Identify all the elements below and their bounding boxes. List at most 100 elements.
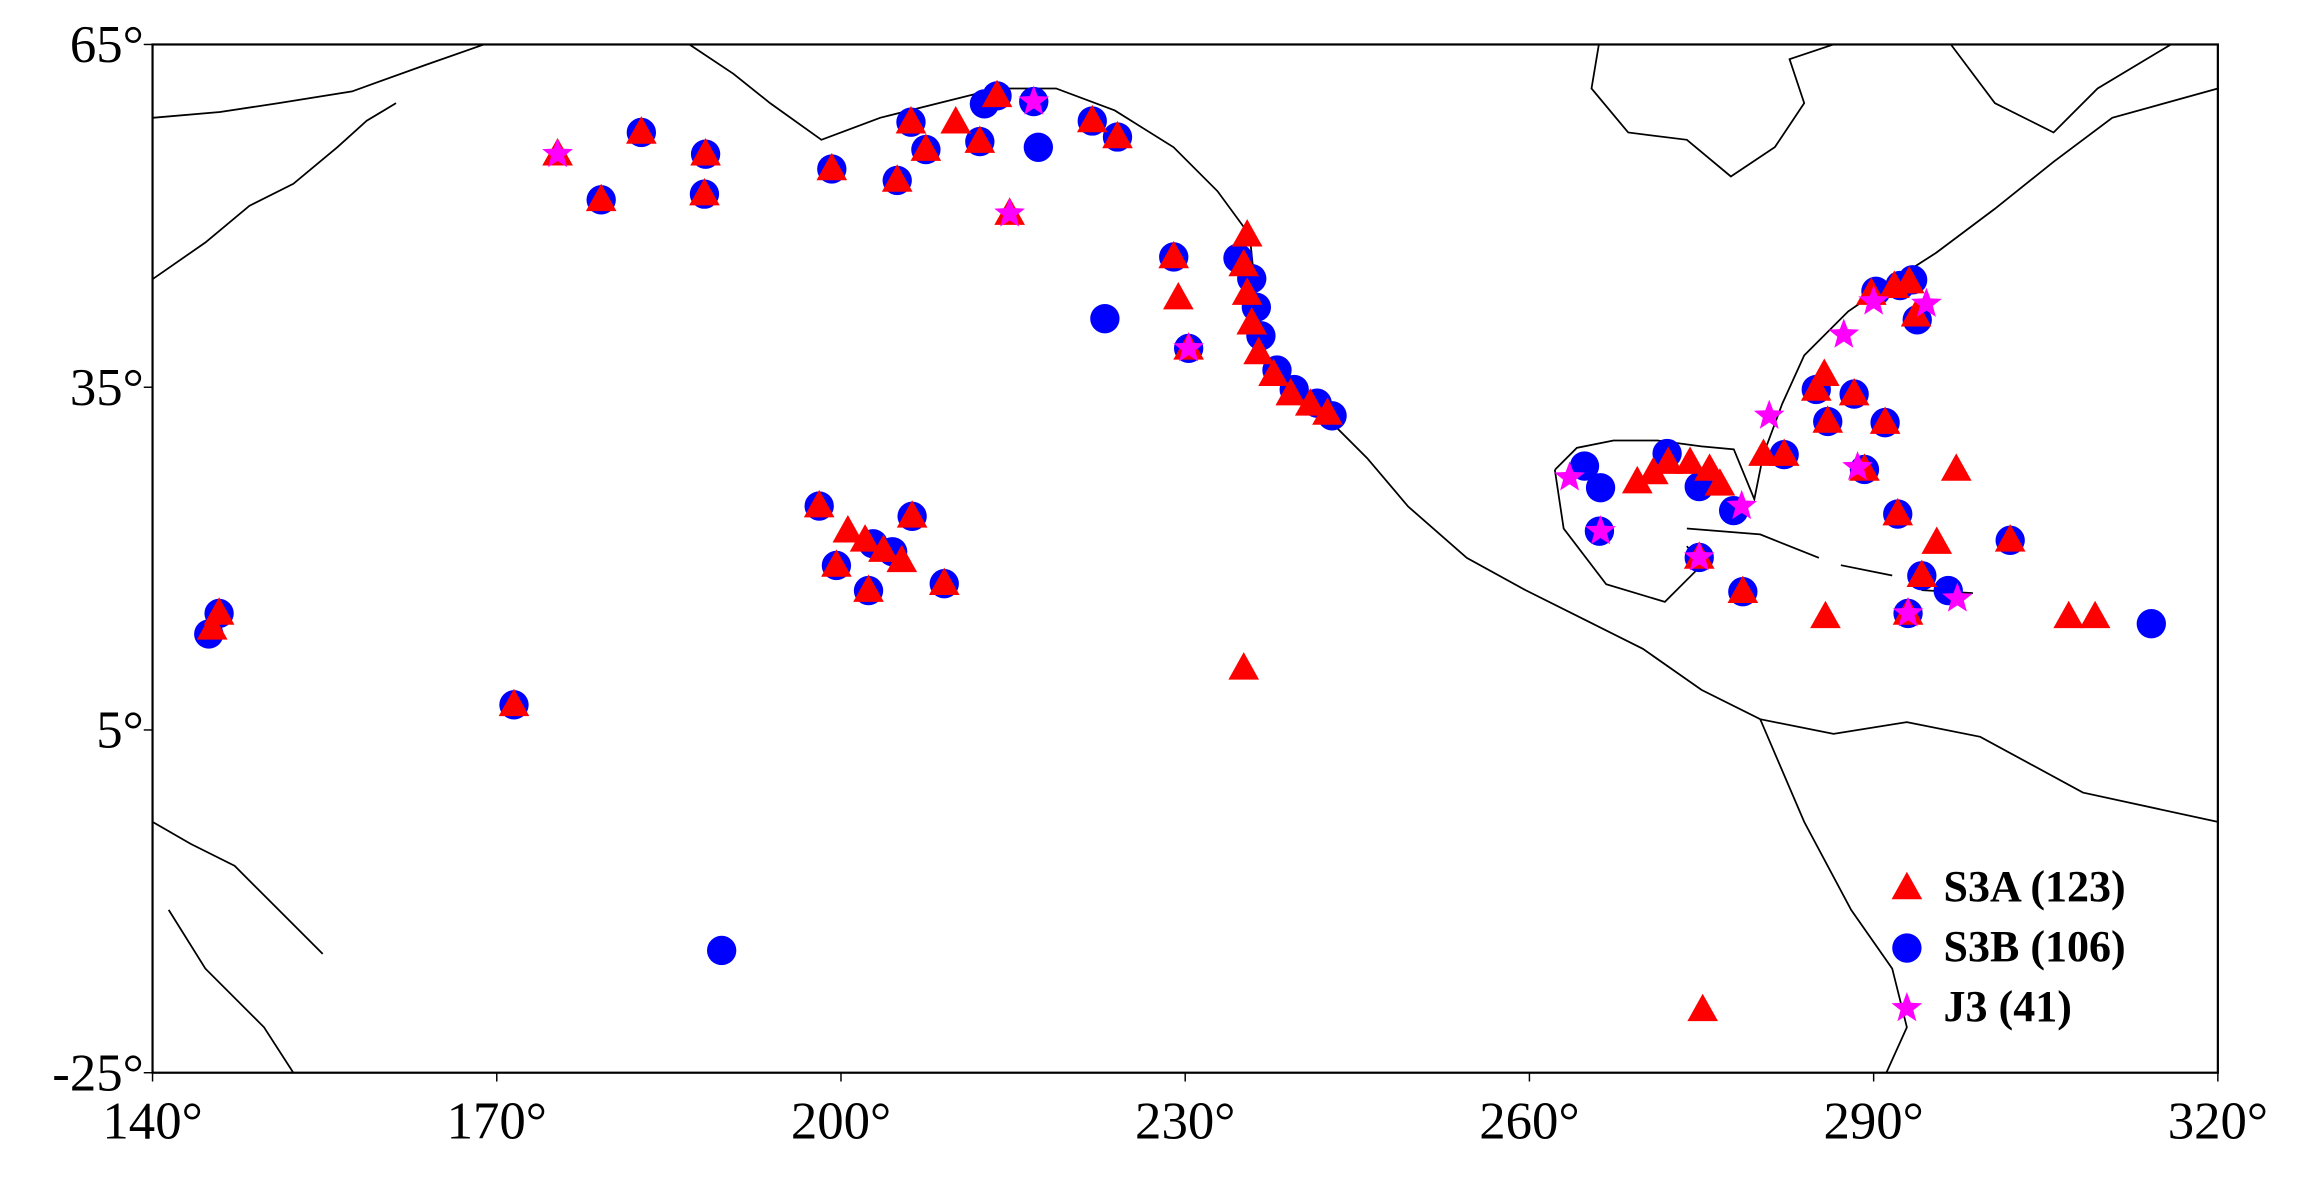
x-tick-label: 290° [1823,1093,1923,1151]
triangle-marker [1621,465,1653,494]
star-marker [1683,541,1715,571]
star-marker [1726,489,1758,520]
star-marker [1173,332,1204,362]
triangle-marker [1236,307,1268,335]
triangle-marker [881,164,913,192]
series-points [194,81,2166,966]
star-marker [1858,285,1889,315]
triangle-marker [2079,600,2111,629]
triangle-marker [1800,373,1832,401]
coastline [152,43,485,119]
triangle-marker [1158,240,1190,269]
series-points [196,79,2111,1022]
triangle-marker [910,133,942,161]
x-tick-label: 170° [447,1093,547,1151]
triangle-marker [1638,456,1669,485]
y-tick-label: 65° [70,16,144,74]
triangle-marker [832,515,864,543]
plot-frame [151,43,2219,1074]
triangle-marker [203,597,235,625]
star-marker [1942,582,1973,612]
triangle-marker [1906,559,1938,588]
star-marker [1828,318,1860,348]
x-tick-label: 320° [2168,1093,2268,1151]
triangle-marker [1258,358,1289,386]
triangle-marker [816,152,848,181]
x-tick-label: 230° [1135,1093,1235,1151]
triangle-marker [868,534,899,562]
triangle-marker [853,574,884,602]
star-marker [1842,451,1873,481]
legend-label: S3A (123) [1944,862,2126,911]
x-tick-label: 260° [1479,1093,1579,1151]
triangle-marker [1294,388,1326,416]
triangle-marker [196,612,228,640]
triangle-marker [690,138,721,166]
triangle-marker [1812,405,1844,433]
star-marker [542,138,573,168]
legend-marker [1892,933,1922,963]
triangle-marker [1674,446,1706,474]
triangle-marker [689,178,720,206]
legend-marker [1891,871,1923,900]
x-tick-label: 140° [102,1093,202,1151]
x-tick-label: 200° [791,1093,891,1151]
triangle-marker [803,489,835,518]
star-marker [994,197,1025,227]
triangle-marker [1900,299,1932,327]
star-marker [1911,287,1942,317]
y-tick-label: 35° [70,359,144,417]
triangle-marker [849,524,881,552]
triangle-marker [1162,281,1194,310]
coastline [152,821,324,1074]
circle-marker [1023,132,1054,162]
triangle-marker [1102,120,1133,149]
circle-marker [706,935,737,966]
triangle-marker [981,79,1013,108]
triangle-marker [1921,526,1953,554]
triangle-marker [1652,446,1684,474]
triangle-marker [1748,438,1779,466]
triangle-marker [2053,600,2085,629]
coastline [152,102,397,280]
triangle-marker [895,106,927,134]
coastline [1554,87,2219,503]
triangle-marker [585,183,617,212]
legend-marker [1891,992,1923,1022]
triangle-marker [1704,468,1736,496]
triangle-marker [1228,652,1260,680]
legend-label: J3 (41) [1944,982,2072,1031]
legend: S3A (123) S3B (106) J3 (41) [1891,862,2126,1031]
triangle-marker [1838,377,1870,406]
triangle-marker [1810,600,1841,629]
triangle-marker [626,116,657,144]
y-tick-label: 5° [96,702,144,760]
triangle-marker [896,500,928,528]
triangle-marker [1228,248,1260,277]
triangle-marker [1275,377,1307,406]
triangle-marker [1687,993,1719,1022]
triangle-marker [964,125,996,153]
circle-marker [1090,304,1120,334]
triangle-marker [886,544,918,573]
star-marker [1554,461,1585,491]
triangle-marker [1882,497,1914,526]
star-marker [1018,85,1050,115]
triangle-marker [1768,438,1800,466]
coastlines [152,43,2219,1074]
coastline [1590,43,2172,178]
legend-label: S3B (106) [1944,922,2126,971]
triangle-marker [1312,397,1343,425]
circle-marker [1585,473,1616,503]
triangle-marker [821,549,852,577]
triangle-marker [1076,104,1108,133]
triangle-marker [928,567,960,596]
y-tick-label: -25° [52,1044,144,1102]
coastline [1759,718,1908,1074]
star-marker [1753,399,1785,429]
star-marker [1585,515,1616,545]
circle-marker [2136,609,2166,639]
triangle-marker [1869,406,1901,434]
triangle-marker [1231,277,1263,305]
triangle-marker [1994,524,2026,552]
